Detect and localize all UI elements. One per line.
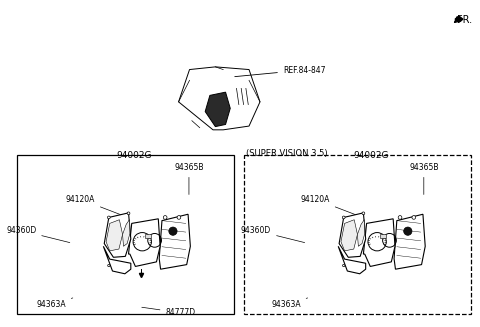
- Polygon shape: [205, 92, 230, 127]
- Polygon shape: [104, 213, 131, 257]
- Polygon shape: [394, 214, 425, 269]
- Circle shape: [127, 212, 130, 215]
- Text: 94360D: 94360D: [241, 226, 305, 243]
- Polygon shape: [358, 220, 365, 246]
- Text: 94002G: 94002G: [353, 151, 389, 160]
- Text: 94365B: 94365B: [174, 163, 204, 195]
- FancyBboxPatch shape: [380, 234, 386, 238]
- Circle shape: [169, 227, 177, 235]
- Polygon shape: [179, 67, 260, 130]
- Bar: [244, 155, 471, 314]
- Text: 94360D: 94360D: [6, 226, 70, 243]
- Text: 84777D: 84777D: [142, 307, 195, 317]
- Text: 94120A: 94120A: [66, 195, 124, 216]
- Text: 94363A: 94363A: [271, 298, 308, 309]
- Polygon shape: [363, 219, 395, 267]
- Polygon shape: [338, 246, 366, 274]
- Polygon shape: [106, 220, 122, 251]
- Circle shape: [404, 227, 412, 235]
- Text: (SUPER VISION 3.5): (SUPER VISION 3.5): [246, 149, 327, 158]
- Circle shape: [163, 215, 167, 219]
- Text: REF.84-847: REF.84-847: [235, 65, 325, 77]
- Bar: [17, 155, 234, 314]
- Polygon shape: [122, 220, 130, 246]
- Polygon shape: [341, 220, 358, 251]
- Polygon shape: [339, 213, 366, 257]
- Text: FR.: FR.: [457, 15, 472, 25]
- Circle shape: [362, 212, 365, 215]
- Circle shape: [177, 215, 181, 219]
- Circle shape: [343, 265, 345, 267]
- Polygon shape: [159, 214, 191, 269]
- Polygon shape: [129, 219, 160, 267]
- Polygon shape: [455, 16, 463, 22]
- Circle shape: [108, 265, 110, 267]
- Polygon shape: [103, 246, 131, 274]
- Circle shape: [412, 215, 416, 219]
- Text: 94002G: 94002G: [116, 151, 152, 160]
- Text: 94363A: 94363A: [36, 298, 73, 309]
- Text: 94120A: 94120A: [300, 195, 359, 216]
- Circle shape: [342, 216, 345, 219]
- Circle shape: [398, 215, 402, 219]
- FancyBboxPatch shape: [145, 234, 151, 238]
- Circle shape: [108, 216, 110, 219]
- Text: 94365B: 94365B: [409, 163, 439, 195]
